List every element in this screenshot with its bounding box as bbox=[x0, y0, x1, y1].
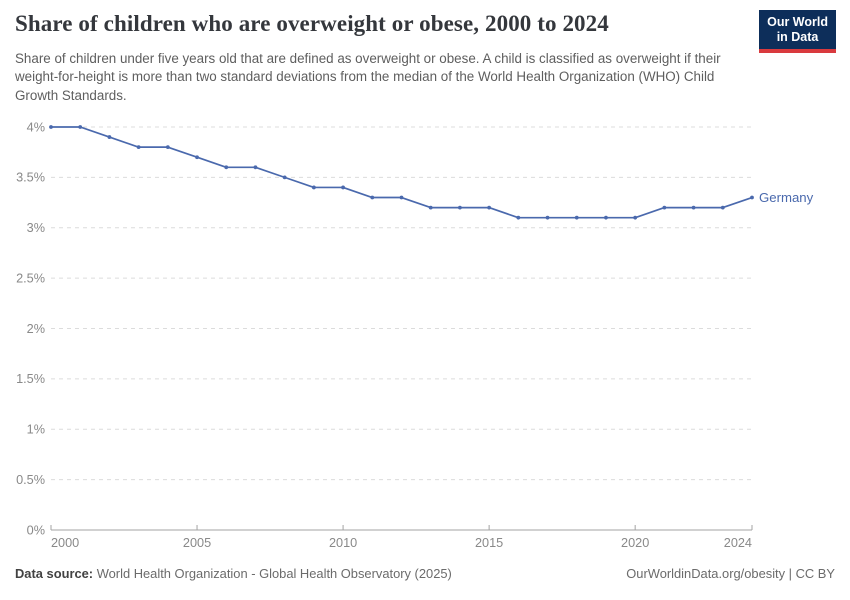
data-point[interactable] bbox=[487, 205, 492, 210]
x-tick-label: 2024 bbox=[724, 536, 752, 550]
owid-logo-line1: Our World bbox=[767, 15, 828, 29]
data-point[interactable] bbox=[195, 155, 199, 160]
y-tick-label: 0.5% bbox=[16, 473, 45, 487]
data-point[interactable] bbox=[282, 175, 287, 180]
data-point[interactable] bbox=[107, 135, 112, 139]
data-point[interactable] bbox=[253, 165, 258, 170]
y-tick-label: 4% bbox=[27, 120, 45, 134]
data-point[interactable] bbox=[136, 145, 141, 150]
x-tick-label: 2005 bbox=[183, 536, 211, 550]
data-point[interactable] bbox=[545, 215, 550, 220]
data-point[interactable] bbox=[458, 205, 462, 210]
data-point[interactable] bbox=[633, 215, 638, 220]
data-point[interactable] bbox=[691, 205, 696, 210]
footer-license-link[interactable]: OurWorldinData.org/obesity | CC BY bbox=[626, 566, 835, 581]
data-point[interactable] bbox=[399, 195, 404, 200]
data-point[interactable] bbox=[662, 205, 667, 210]
chart-subtitle: Share of children under five years old t… bbox=[15, 51, 721, 103]
data-point[interactable] bbox=[78, 125, 83, 129]
x-tick-label: 2000 bbox=[51, 536, 79, 550]
data-point[interactable] bbox=[311, 185, 316, 190]
y-tick-label: 2% bbox=[27, 322, 45, 336]
x-tick-label: 2015 bbox=[475, 536, 503, 550]
data-point[interactable] bbox=[49, 125, 53, 129]
y-tick-label: 3% bbox=[27, 221, 45, 235]
data-point[interactable] bbox=[574, 215, 579, 220]
x-tick-label: 2010 bbox=[329, 536, 357, 550]
owid-logo-line2: in Data bbox=[776, 30, 819, 44]
y-tick-label: 1% bbox=[27, 423, 45, 437]
data-point[interactable] bbox=[516, 215, 521, 220]
x-tick-label: 2020 bbox=[621, 536, 649, 550]
data-point[interactable] bbox=[720, 205, 725, 210]
data-point[interactable] bbox=[750, 195, 754, 200]
data-point[interactable] bbox=[604, 215, 608, 220]
data-point[interactable] bbox=[341, 185, 345, 190]
data-source-value: World Health Organization - Global Healt… bbox=[96, 566, 452, 581]
owid-logo[interactable]: Our World in Data bbox=[759, 10, 836, 53]
page-title: Share of children who are overweight or … bbox=[15, 11, 609, 36]
data-point[interactable] bbox=[224, 165, 229, 170]
y-tick-label: 2.5% bbox=[16, 271, 45, 285]
y-tick-label: 0% bbox=[27, 523, 45, 537]
data-point[interactable] bbox=[165, 145, 170, 150]
chart-footer: Data source: World Health Organization -… bbox=[15, 566, 835, 581]
data-point[interactable] bbox=[370, 195, 375, 200]
y-tick-label: 1.5% bbox=[16, 372, 45, 386]
germany-line[interactable] bbox=[50, 126, 753, 219]
data-point[interactable] bbox=[428, 205, 433, 210]
owid-logo-red-bar bbox=[759, 49, 836, 53]
series-label-germany[interactable]: Germany bbox=[759, 190, 814, 205]
data-source: Data source: World Health Organization -… bbox=[15, 566, 452, 581]
y-tick-label: 3.5% bbox=[16, 171, 45, 185]
data-source-label: Data source: bbox=[15, 566, 94, 581]
owid-logo-box: Our World in Data bbox=[759, 10, 836, 49]
